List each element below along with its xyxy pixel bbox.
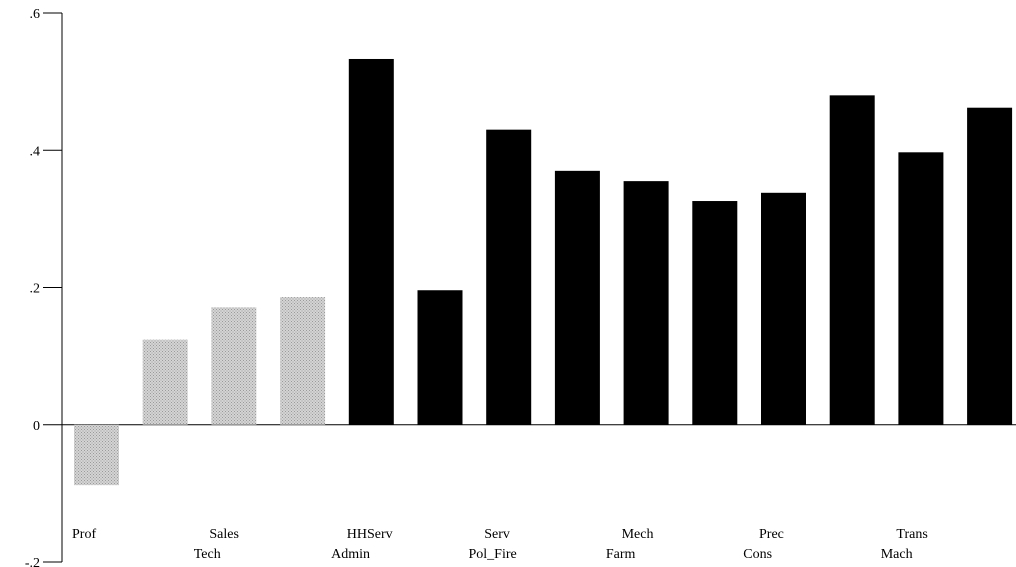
category-label: Tech <box>194 547 221 562</box>
y-tick-label: -.2 <box>25 556 40 567</box>
category-label: Sales <box>209 527 239 542</box>
category-label: Trans <box>896 527 927 542</box>
y-tick-label: .2 <box>30 282 41 297</box>
category-label: Serv <box>484 527 510 542</box>
bar-prof <box>74 424 119 486</box>
category-label: Mach <box>881 547 913 562</box>
bars <box>74 58 1013 486</box>
y-tick-label: .6 <box>30 7 41 22</box>
category-label: Admin <box>331 547 370 562</box>
y-tick-label: 0 <box>33 419 40 434</box>
bar-cons <box>692 201 738 425</box>
category-label: Prec <box>759 527 784 542</box>
bar-farm <box>554 170 600 425</box>
category-label: Mech <box>622 527 654 542</box>
category-label: Prof <box>72 527 96 542</box>
y-tick-label: .4 <box>30 144 41 159</box>
category-label: Cons <box>743 547 772 562</box>
bar-sales <box>211 307 257 425</box>
bar-trans <box>898 152 944 425</box>
bar-admin <box>280 297 326 425</box>
category-label: HHServ <box>347 527 393 542</box>
bar-pol-fire <box>417 290 463 425</box>
bar-handl <box>967 107 1013 425</box>
bar-hhserv <box>348 58 394 425</box>
bar-tech <box>142 339 188 425</box>
bar-mech <box>623 181 669 425</box>
category-labels: Prof Tech Sales Admin HHServ Pol_Fire Serv Farm… <box>72 527 928 562</box>
category-label: Pol_Fire <box>469 547 517 562</box>
bar-prec <box>761 192 806 425</box>
bar-mach <box>829 95 875 425</box>
category-label: Farm <box>606 547 636 562</box>
bar-serv <box>486 129 532 425</box>
